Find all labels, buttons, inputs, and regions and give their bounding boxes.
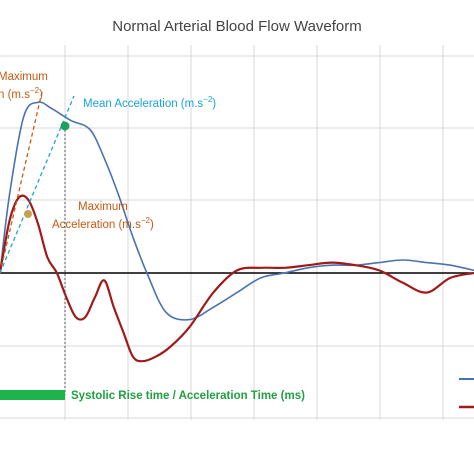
- series-line-2: [0, 194, 474, 363]
- max-accel-top-line2: n (m.s−2): [0, 86, 43, 101]
- max-accel-top-line1: Maximum: [0, 71, 48, 83]
- max-accel-mid-line1: Maximum: [78, 201, 128, 213]
- peak-acceleration-point: [24, 210, 32, 218]
- grid-layer: [0, 45, 474, 420]
- mean-acceleration-slope-line: [0, 95, 75, 274]
- series-line-1: [0, 101, 474, 321]
- series-layer: [0, 101, 474, 363]
- chart-title: Normal Arterial Blood Flow Waveform: [112, 18, 362, 35]
- peak-velocity-point: [60, 121, 70, 131]
- mean-accel-label: Mean Acceleration (m.s−2): [83, 95, 216, 110]
- max-acceleration-slope-line: [0, 91, 43, 274]
- rise-time-label: Systolic Rise time / Acceleration Time (…: [71, 390, 305, 402]
- rise-time-bar: [0, 390, 65, 400]
- max-accel-mid-line2: Acceleration (m.s−2): [52, 216, 154, 231]
